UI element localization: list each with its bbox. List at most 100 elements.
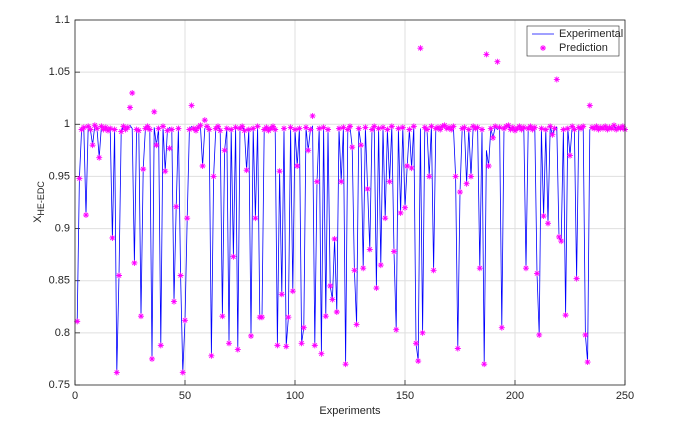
- prediction-marker: [360, 265, 367, 272]
- prediction-marker: [597, 124, 604, 131]
- prediction-marker: [377, 262, 384, 269]
- prediction-marker: [362, 124, 369, 131]
- prediction-marker: [239, 123, 246, 130]
- prediction-marker: [85, 123, 92, 130]
- prediction-marker: [94, 125, 100, 132]
- prediction-marker: [296, 125, 303, 132]
- prediction-marker: [289, 288, 296, 295]
- prediction-marker: [476, 265, 483, 272]
- prediction-marker: [558, 238, 565, 245]
- prediction-marker: [474, 124, 481, 131]
- prediction-marker: [164, 127, 171, 134]
- prediction-marker: [179, 369, 186, 376]
- axes-box: [74, 19, 626, 386]
- prediction-marker: [424, 126, 430, 133]
- prediction-marker: [76, 175, 83, 182]
- y-label-main: X: [32, 215, 44, 223]
- x-tick-label: 150: [396, 390, 414, 402]
- prediction-marker: [551, 125, 558, 132]
- prediction-marker: [307, 126, 314, 133]
- y-tick-label: 0.95: [49, 170, 70, 182]
- prediction-marker: [342, 361, 349, 368]
- prediction-marker: [243, 167, 250, 174]
- prediction-marker: [501, 125, 507, 132]
- prediction-marker: [569, 123, 576, 130]
- prediction-marker: [562, 312, 569, 319]
- prediction-marker: [358, 142, 364, 149]
- prediction-marker: [580, 123, 587, 130]
- prediction-marker: [399, 124, 406, 131]
- prediction-marker: [586, 102, 593, 109]
- prediction-marker: [263, 124, 270, 131]
- prediction-marker: [380, 124, 386, 131]
- prediction-marker: [151, 108, 158, 115]
- prediction-marker: [382, 215, 389, 222]
- y-tick-label: 1: [64, 118, 70, 130]
- prediction-marker: [613, 126, 620, 133]
- prediction-marker: [188, 102, 195, 109]
- prediction-marker: [589, 124, 595, 131]
- prediction-marker: [175, 125, 182, 132]
- prediction-marker: [259, 314, 265, 321]
- prediction-marker: [91, 122, 98, 129]
- prediction-marker: [364, 185, 371, 192]
- prediction-marker: [355, 125, 362, 132]
- prediction-marker: [388, 123, 395, 130]
- prediction-marker: [595, 126, 602, 133]
- prediction-marker: [111, 126, 118, 133]
- prediction-marker: [547, 123, 554, 130]
- prediction-marker: [157, 342, 164, 349]
- prediction-marker: [116, 272, 122, 279]
- prediction-marker: [492, 123, 499, 130]
- prediction-marker: [404, 163, 411, 169]
- prediction-marker: [336, 125, 342, 132]
- prediction-marker: [465, 126, 472, 133]
- prediction-marker: [481, 361, 488, 368]
- prediction-marker: [375, 125, 382, 132]
- prediction-marker: [261, 126, 268, 133]
- prediction-marker: [113, 369, 120, 376]
- prediction-marker: [498, 324, 505, 331]
- prediction-marker: [454, 345, 461, 352]
- prediction-marker: [366, 246, 373, 253]
- prediction-marker: [316, 125, 323, 132]
- prediction-marker: [560, 126, 567, 133]
- prediction-marker: [292, 126, 298, 133]
- prediction-marker: [446, 124, 452, 131]
- prediction-marker: [118, 128, 125, 135]
- prediction-marker: [448, 126, 455, 133]
- plot: [74, 45, 628, 376]
- prediction-marker: [553, 76, 560, 83]
- prediction-marker: [468, 173, 474, 180]
- x-tick-label: 100: [286, 390, 304, 402]
- x-tick-label: 50: [179, 390, 191, 402]
- prediction-marker: [545, 220, 551, 227]
- prediction-marker: [608, 125, 615, 132]
- prediction-marker: [234, 346, 241, 353]
- prediction-marker: [619, 123, 626, 130]
- prediction-marker: [100, 126, 107, 133]
- legend-box: [526, 25, 620, 57]
- prediction-marker: [373, 285, 380, 292]
- x-axis-label: Experiments: [319, 405, 381, 417]
- prediction-marker: [131, 259, 138, 266]
- x-tick-label: 200: [506, 390, 524, 402]
- prediction-marker: [353, 321, 360, 328]
- y-tick-label: 0.9: [55, 222, 70, 234]
- prediction-marker: [567, 152, 573, 159]
- prediction-marker: [133, 126, 140, 133]
- prediction-marker: [573, 275, 580, 282]
- y-tick-label: 0.85: [49, 275, 70, 287]
- y-tick-label: 1.1: [55, 14, 70, 26]
- prediction-marker: [556, 233, 562, 240]
- prediction-marker: [274, 342, 281, 349]
- prediction-marker: [413, 340, 419, 347]
- prediction-marker: [327, 282, 334, 289]
- prediction-marker: [338, 178, 345, 185]
- prediction-marker: [417, 45, 424, 52]
- prediction-marker: [285, 314, 292, 321]
- prediction-marker: [160, 123, 166, 130]
- prediction-marker: [250, 125, 257, 132]
- y-tick-label: 1.05: [49, 66, 70, 78]
- prediction-marker: [470, 123, 477, 130]
